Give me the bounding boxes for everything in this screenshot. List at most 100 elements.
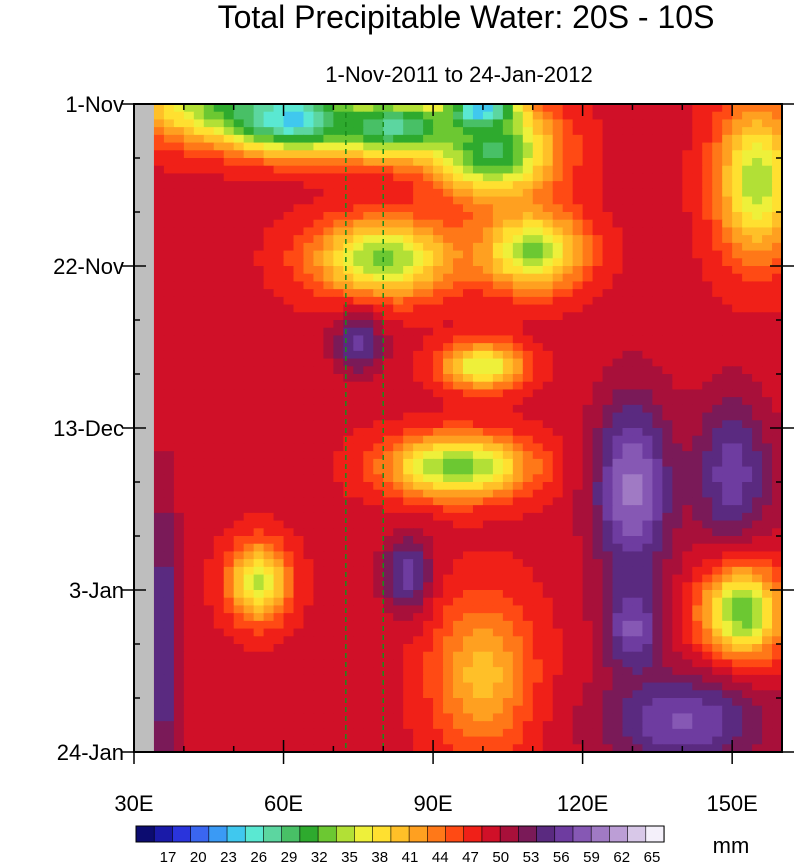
field-cell — [592, 605, 604, 614]
field-cell — [153, 512, 165, 522]
field-cell — [462, 134, 474, 144]
field-cell — [712, 266, 723, 275]
field-cell — [433, 289, 444, 298]
field-cell — [173, 597, 185, 607]
field-cell — [183, 296, 195, 306]
field-cell — [373, 605, 384, 614]
field-cell — [393, 212, 404, 221]
field-cell — [403, 235, 414, 244]
field-cell — [652, 574, 663, 583]
field-cell — [612, 582, 624, 591]
field-cell — [752, 320, 763, 329]
field-cell — [263, 605, 275, 614]
field-cell — [472, 582, 484, 591]
field-cell — [722, 451, 733, 460]
field-cell — [263, 397, 275, 406]
field-cell — [692, 173, 703, 182]
field-cell — [692, 312, 703, 321]
field-cell — [512, 188, 524, 198]
field-cell — [592, 304, 604, 313]
field-cell — [213, 374, 225, 383]
field-cell — [193, 497, 205, 506]
field-cell — [762, 381, 773, 391]
field-cell — [712, 682, 723, 691]
field-cell — [582, 188, 594, 198]
field-cell — [363, 528, 374, 537]
field-cell — [572, 489, 584, 499]
field-cell — [612, 443, 624, 452]
field-cell — [293, 273, 305, 283]
field-cell — [353, 482, 364, 491]
field-cell — [522, 682, 534, 691]
field-cell — [243, 628, 255, 637]
field-cell — [702, 389, 713, 398]
field-cell — [313, 582, 325, 591]
field-cell — [492, 343, 504, 352]
field-cell — [622, 512, 634, 522]
field-cell — [522, 428, 534, 437]
field-cell — [313, 181, 325, 190]
field-cell — [213, 289, 225, 298]
field-cell — [492, 690, 504, 699]
field-cell — [283, 520, 295, 529]
field-cell — [512, 512, 524, 522]
field-cell — [692, 428, 703, 437]
field-cell — [722, 613, 733, 622]
field-cell — [423, 566, 434, 576]
field-cell — [403, 682, 414, 691]
field-cell — [313, 620, 325, 630]
field-cell — [313, 204, 325, 213]
field-cell — [492, 528, 504, 537]
field-cell — [413, 312, 424, 321]
field-cell — [293, 597, 305, 607]
field-cell — [552, 659, 564, 668]
field-cell — [522, 613, 534, 622]
field-cell — [433, 188, 444, 198]
field-cell — [622, 165, 634, 175]
field-cell — [552, 188, 564, 198]
field-cell — [323, 443, 334, 452]
field-cell — [492, 566, 504, 576]
field-cell — [243, 543, 255, 553]
field-cell — [293, 127, 305, 136]
field-cell — [682, 420, 693, 429]
field-cell — [482, 559, 494, 568]
field-cell — [752, 188, 763, 198]
field-cell — [153, 158, 165, 167]
field-cell — [472, 636, 484, 645]
field-cell — [213, 505, 225, 514]
field-cell — [263, 520, 275, 529]
field-cell — [772, 111, 782, 121]
field-cell — [393, 474, 404, 483]
field-cell — [712, 258, 723, 267]
field-cell — [742, 343, 753, 352]
field-cell — [223, 188, 235, 198]
field-cell — [153, 111, 165, 121]
field-cell — [313, 528, 325, 537]
field-cell — [472, 173, 484, 182]
field-cell — [373, 188, 384, 198]
field-cell — [662, 289, 673, 298]
field-cell — [193, 119, 205, 128]
field-cell — [702, 659, 713, 668]
field-cell — [223, 335, 235, 344]
field-cell — [542, 420, 554, 429]
field-cell — [443, 590, 454, 599]
field-cell — [213, 420, 225, 429]
field-cell — [413, 304, 424, 313]
field-cell — [662, 404, 673, 414]
field-cell — [253, 458, 265, 468]
field-cell — [592, 613, 604, 622]
field-cell — [632, 528, 644, 537]
field-cell — [752, 289, 763, 298]
field-cell — [413, 250, 424, 259]
field-cell — [512, 489, 524, 499]
field-cell — [532, 466, 544, 475]
field-cell — [193, 127, 205, 136]
field-cell — [203, 613, 215, 622]
field-cell — [323, 296, 334, 306]
field-cell — [193, 536, 205, 545]
field-cell — [572, 188, 584, 198]
field-cell — [732, 628, 743, 637]
field-cell — [622, 304, 634, 313]
